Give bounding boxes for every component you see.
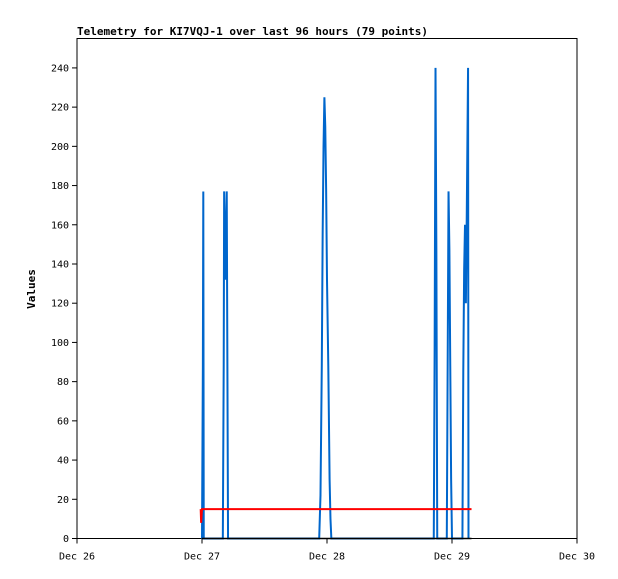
y-tick-label: 180	[51, 181, 69, 192]
x-tick-label: Dec 28	[309, 552, 345, 563]
y-tick-label: 140	[51, 259, 69, 270]
y-tick-label: 220	[51, 103, 69, 114]
y-tick-label: 240	[51, 63, 69, 74]
y-tick-label: 20	[57, 495, 69, 506]
y-tick-label: 160	[51, 220, 69, 231]
series-line-2	[199, 508, 472, 523]
y-tick-label: 200	[51, 142, 69, 153]
y-tick-label: 80	[57, 377, 69, 388]
y-tick-label: 120	[51, 299, 69, 310]
x-tick-label: Dec 27	[184, 552, 220, 563]
x-tick-label: Dec 26	[59, 552, 95, 563]
y-axis-ticks: 0 20 40 60 80 100 120 140 160 180 200 220 240	[51, 63, 77, 545]
y-tick-label: 60	[57, 416, 69, 427]
y-tick-label: 0	[63, 534, 69, 545]
y-tick-label: 100	[51, 338, 69, 349]
y-tick-label: 40	[57, 456, 69, 467]
x-axis-ticks: Dec 26 Dec 27 Dec 28 Dec 29 Dec 30	[59, 538, 595, 563]
series-layer	[199, 67, 472, 540]
y-axis-label: Values	[25, 269, 38, 309]
chart-title: Telemetry for KI7VQJ-1 over last 96 hour…	[77, 25, 428, 38]
x-tick-label: Dec 30	[559, 552, 595, 563]
series-line-1	[201, 67, 470, 540]
x-tick-label: Dec 29	[434, 552, 470, 563]
